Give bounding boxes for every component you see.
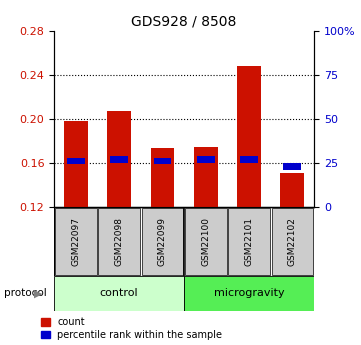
FancyBboxPatch shape: [98, 208, 140, 275]
FancyBboxPatch shape: [54, 276, 184, 310]
Bar: [240, 156, 258, 163]
Legend: count, percentile rank within the sample: count, percentile rank within the sample: [41, 317, 222, 340]
Text: GSM22102: GSM22102: [288, 217, 297, 266]
Title: GDS928 / 8508: GDS928 / 8508: [131, 14, 237, 29]
Bar: [237, 66, 261, 207]
Bar: [153, 158, 171, 164]
Bar: [151, 148, 174, 207]
FancyBboxPatch shape: [228, 208, 270, 275]
Bar: [67, 158, 85, 164]
Bar: [283, 163, 301, 170]
Bar: [110, 156, 128, 163]
FancyBboxPatch shape: [142, 208, 183, 275]
Bar: [280, 173, 304, 207]
FancyBboxPatch shape: [55, 208, 97, 275]
Text: control: control: [100, 288, 138, 298]
Text: GSM22100: GSM22100: [201, 217, 210, 266]
Text: ▶: ▶: [34, 288, 43, 298]
FancyBboxPatch shape: [184, 276, 314, 310]
Text: GSM22099: GSM22099: [158, 217, 167, 266]
Text: GSM22098: GSM22098: [115, 217, 123, 266]
Bar: [194, 147, 218, 207]
Bar: [197, 156, 215, 163]
FancyBboxPatch shape: [185, 208, 227, 275]
Text: microgravity: microgravity: [214, 288, 284, 298]
FancyBboxPatch shape: [271, 208, 313, 275]
Text: GSM22097: GSM22097: [71, 217, 80, 266]
Bar: [107, 111, 131, 207]
Bar: [64, 121, 88, 207]
Text: protocol: protocol: [4, 288, 46, 298]
Text: GSM22101: GSM22101: [245, 217, 253, 266]
